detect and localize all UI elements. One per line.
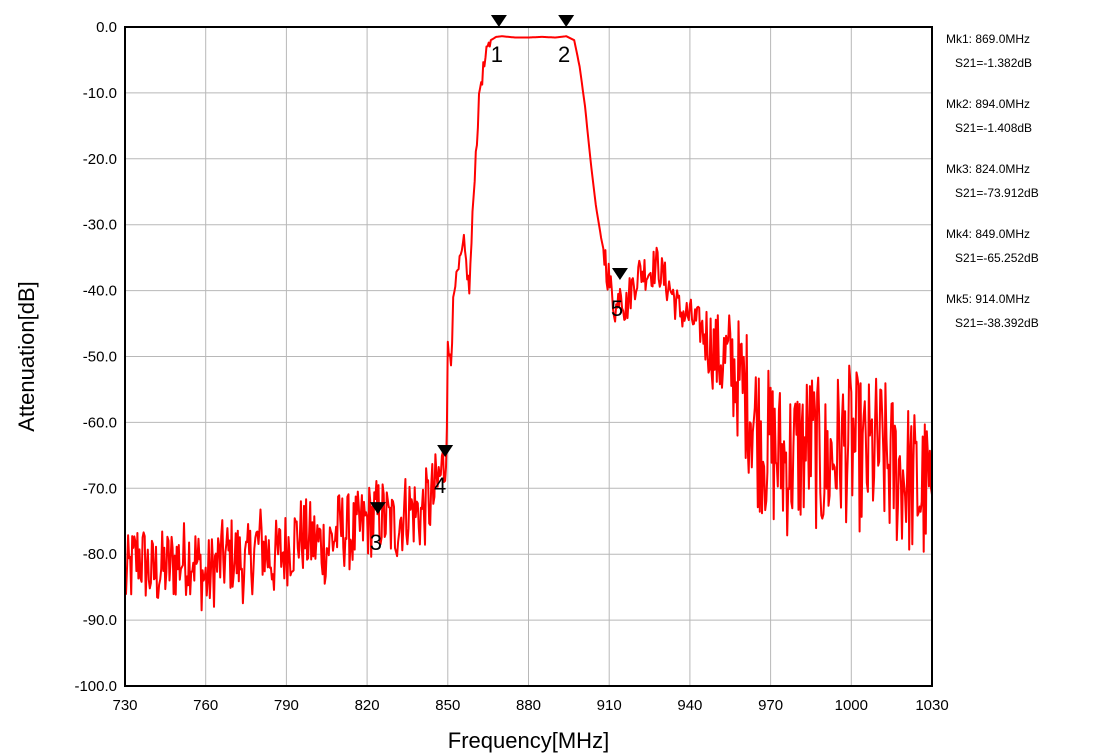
readout-s21: S21=-38.392dB bbox=[955, 316, 1039, 330]
y-tick-label: -80.0 bbox=[83, 546, 117, 563]
readout-freq: Mk1: 869.0MHz bbox=[946, 32, 1030, 46]
x-tick-label: 1030 bbox=[915, 697, 948, 714]
marker-5-label: 5 bbox=[611, 296, 623, 321]
marker-2-label: 2 bbox=[558, 42, 570, 67]
marker-3-label: 3 bbox=[370, 530, 382, 555]
x-tick-label: 880 bbox=[516, 697, 541, 714]
marker-1-triangle bbox=[490, 15, 507, 27]
marker-readouts: Mk1: 869.0MHz S21=-1.382dB Mk2: 894.0MHz S2… bbox=[946, 32, 1039, 330]
grid bbox=[125, 27, 932, 686]
readout-freq: Mk5: 914.0MHz bbox=[946, 292, 1030, 306]
readout-s21: S21=-1.382dB bbox=[955, 56, 1032, 70]
x-tick-label: 820 bbox=[355, 697, 380, 714]
x-tick-label: 1000 bbox=[835, 697, 868, 714]
marker-4-triangle bbox=[437, 445, 454, 458]
trace-layer bbox=[124, 35, 933, 612]
readout-freq: Mk2: 894.0MHz bbox=[946, 97, 1030, 111]
x-tick-label: 850 bbox=[435, 697, 460, 714]
y-tick-label: 0.0 bbox=[96, 19, 117, 36]
trace-line bbox=[124, 35, 933, 612]
readout-freq: Mk4: 849.0MHz bbox=[946, 227, 1030, 241]
y-tick-label: -70.0 bbox=[83, 480, 117, 497]
y-tick-label: -30.0 bbox=[83, 217, 117, 234]
markers: 1 2 3 4 5 bbox=[370, 15, 628, 555]
x-tick-label: 760 bbox=[193, 697, 218, 714]
y-axis-label: Attenuation[dB] bbox=[14, 281, 39, 431]
marker-5-triangle bbox=[611, 268, 628, 281]
y-tick-label: -10.0 bbox=[83, 85, 117, 102]
readout-s21: S21=-65.252dB bbox=[955, 251, 1039, 265]
y-tick-label: -60.0 bbox=[83, 414, 117, 431]
marker-3-triangle bbox=[369, 502, 386, 515]
readout-s21: S21=-1.408dB bbox=[955, 121, 1032, 135]
marker-4-label: 4 bbox=[434, 473, 446, 498]
x-axis-label: Frequency[MHz] bbox=[448, 728, 609, 753]
x-tick-label: 970 bbox=[758, 697, 783, 714]
x-tick-label: 940 bbox=[677, 697, 702, 714]
y-tick-label: -20.0 bbox=[83, 151, 117, 168]
y-tick-label: -40.0 bbox=[83, 283, 117, 300]
y-tick-labels: 0.0 -10.0 -20.0 -30.0 -40.0 -50.0 -60.0 -70.0 -8… bbox=[74, 19, 117, 695]
x-tick-labels: 730 760 790 820 850 880 910 940 970 1000 1030 bbox=[112, 697, 948, 714]
y-tick-label: -50.0 bbox=[83, 349, 117, 366]
x-tick-label: 790 bbox=[274, 697, 299, 714]
marker-1-label: 1 bbox=[491, 42, 503, 67]
x-tick-label: 730 bbox=[112, 697, 137, 714]
marker-2-triangle bbox=[558, 15, 575, 27]
plot-frame bbox=[124, 26, 933, 687]
y-tick-label: -100.0 bbox=[74, 678, 117, 695]
x-tick-label: 910 bbox=[597, 697, 622, 714]
readout-s21: S21=-73.912dB bbox=[955, 186, 1039, 200]
y-tick-label: -90.0 bbox=[83, 612, 117, 629]
readout-freq: Mk3: 824.0MHz bbox=[946, 162, 1030, 176]
